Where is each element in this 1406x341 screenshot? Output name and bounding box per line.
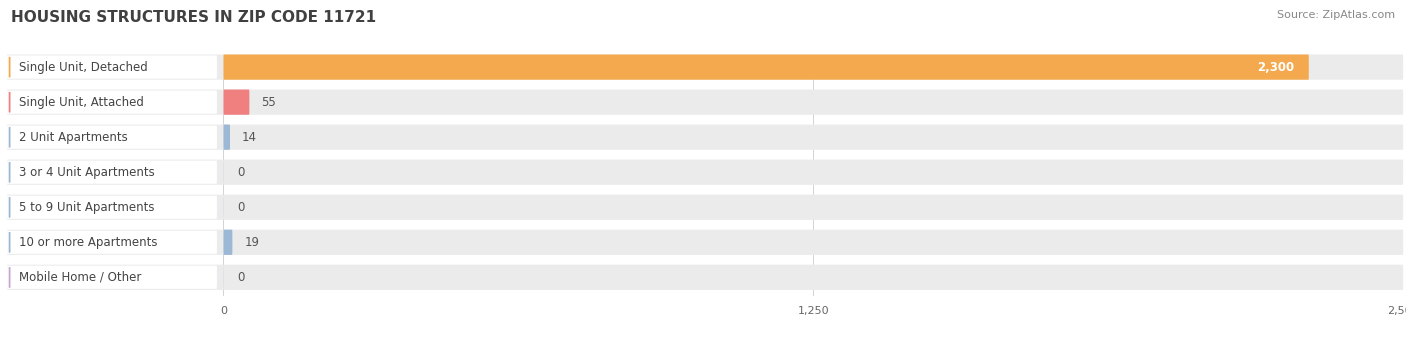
Text: 19: 19	[245, 236, 259, 249]
Text: 3 or 4 Unit Apartments: 3 or 4 Unit Apartments	[20, 166, 155, 179]
FancyBboxPatch shape	[7, 161, 217, 184]
Text: HOUSING STRUCTURES IN ZIP CODE 11721: HOUSING STRUCTURES IN ZIP CODE 11721	[11, 10, 377, 25]
FancyBboxPatch shape	[7, 266, 217, 289]
FancyBboxPatch shape	[7, 229, 1403, 255]
FancyBboxPatch shape	[224, 124, 231, 150]
Text: Single Unit, Detached: Single Unit, Detached	[20, 61, 148, 74]
Text: Source: ZipAtlas.com: Source: ZipAtlas.com	[1277, 10, 1395, 20]
FancyBboxPatch shape	[224, 55, 1309, 80]
Text: 14: 14	[242, 131, 257, 144]
Text: Mobile Home / Other: Mobile Home / Other	[20, 271, 142, 284]
Text: 10 or more Apartments: 10 or more Apartments	[20, 236, 157, 249]
Text: 0: 0	[238, 201, 245, 214]
FancyBboxPatch shape	[7, 91, 217, 114]
Text: 0: 0	[238, 271, 245, 284]
FancyBboxPatch shape	[7, 56, 217, 79]
FancyBboxPatch shape	[7, 265, 1403, 290]
Text: Single Unit, Attached: Single Unit, Attached	[20, 95, 143, 109]
FancyBboxPatch shape	[7, 195, 1403, 220]
Text: 2,300: 2,300	[1257, 61, 1295, 74]
FancyBboxPatch shape	[224, 229, 232, 255]
FancyBboxPatch shape	[7, 55, 1403, 80]
FancyBboxPatch shape	[7, 196, 217, 219]
FancyBboxPatch shape	[7, 90, 1403, 115]
FancyBboxPatch shape	[7, 124, 1403, 150]
Text: 5 to 9 Unit Apartments: 5 to 9 Unit Apartments	[20, 201, 155, 214]
Text: 2 Unit Apartments: 2 Unit Apartments	[20, 131, 128, 144]
Text: 0: 0	[238, 166, 245, 179]
Text: 55: 55	[262, 95, 276, 109]
FancyBboxPatch shape	[224, 90, 249, 115]
FancyBboxPatch shape	[7, 160, 1403, 185]
FancyBboxPatch shape	[7, 125, 217, 149]
FancyBboxPatch shape	[7, 231, 217, 254]
